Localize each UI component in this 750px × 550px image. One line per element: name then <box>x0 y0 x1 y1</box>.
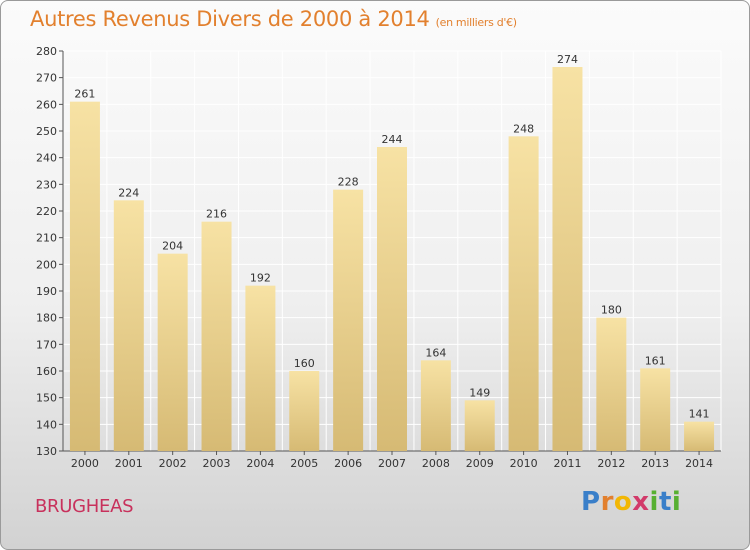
logo-letter: x <box>632 487 650 517</box>
data-label: 160 <box>294 357 315 370</box>
x-tick-label: 2005 <box>290 457 318 470</box>
x-tick-label: 2002 <box>159 457 187 470</box>
bar <box>640 368 671 451</box>
bar <box>113 200 144 451</box>
x-tick-label: 2014 <box>685 457 713 470</box>
x-tick-label: 2008 <box>422 457 450 470</box>
data-label: 228 <box>338 176 359 189</box>
x-tick-label: 2009 <box>466 457 494 470</box>
data-label: 248 <box>513 122 534 135</box>
bar <box>245 285 276 451</box>
x-tick-label: 2012 <box>597 457 625 470</box>
chart-title-text: Autres Revenus Divers de 2000 à 2014 <box>30 7 430 31</box>
data-label: 216 <box>206 208 227 221</box>
logo-letter: i <box>649 487 659 517</box>
place-name: BRUGHEAS <box>35 496 134 517</box>
y-tick-label: 230 <box>36 178 57 191</box>
bar <box>552 67 583 451</box>
y-tick-label: 200 <box>36 258 57 271</box>
y-tick-label: 170 <box>36 338 57 351</box>
y-tick-label: 130 <box>36 445 57 458</box>
bar <box>684 421 715 451</box>
y-tick-label: 240 <box>36 152 57 165</box>
y-tick-label: 260 <box>36 98 57 111</box>
bar <box>69 101 100 452</box>
data-label: 261 <box>74 88 95 101</box>
x-tick-label: 2007 <box>378 457 406 470</box>
logo-letter: r <box>600 487 614 517</box>
tick-labels: 130 140 150 160 170 180 190 200 210 220 230 240 250 2… <box>36 45 713 470</box>
y-tick-label: 280 <box>36 45 57 58</box>
x-tick-label: 2011 <box>553 457 581 470</box>
data-label: 224 <box>118 186 139 199</box>
y-tick-label: 250 <box>36 125 57 138</box>
chart-title-unit: (en milliers d'€) <box>435 16 517 29</box>
data-label: 161 <box>645 354 666 367</box>
data-label: 141 <box>689 408 710 421</box>
x-tick-label: 2010 <box>510 457 538 470</box>
y-tick-label: 220 <box>36 205 57 218</box>
bar <box>157 253 188 451</box>
data-label: 244 <box>382 133 403 146</box>
data-label: 274 <box>557 53 578 66</box>
x-tick-label: 2004 <box>246 457 274 470</box>
x-tick-label: 2003 <box>203 457 231 470</box>
data-label: 149 <box>469 386 490 399</box>
x-tick-label: 2013 <box>641 457 669 470</box>
data-label: 180 <box>601 304 622 317</box>
x-tick-label: 2000 <box>71 457 99 470</box>
y-tick-label: 190 <box>36 285 57 298</box>
y-tick-label: 180 <box>36 312 57 325</box>
logo-letter: i <box>671 487 682 517</box>
x-tick-label: 2006 <box>334 457 362 470</box>
proxiti-logo[interactable]: Proxiti <box>581 487 681 517</box>
bar <box>201 221 232 451</box>
y-tick-label: 150 <box>36 392 57 405</box>
logo-letter: P <box>581 487 601 517</box>
y-tick-label: 270 <box>36 72 57 85</box>
bar <box>289 371 320 451</box>
bar <box>333 189 364 451</box>
y-tick-label: 210 <box>36 232 57 245</box>
y-tick-label: 160 <box>36 365 57 378</box>
bars <box>69 67 715 452</box>
bar <box>420 360 451 451</box>
data-label: 164 <box>425 346 446 359</box>
data-label: 204 <box>162 240 183 253</box>
x-tick-label: 2001 <box>115 457 143 470</box>
bar <box>377 147 407 451</box>
data-label: 192 <box>250 272 271 285</box>
bar <box>508 136 539 452</box>
logo-letter: o <box>613 487 633 517</box>
data-labels: 261 224 204 216 192 160 228 244 164 149 248 274 180 1… <box>74 53 709 421</box>
bar <box>464 400 495 451</box>
chart-title: Autres Revenus Divers de 2000 à 2014 (en … <box>30 7 517 31</box>
y-tick-label: 140 <box>36 418 57 431</box>
logo-letter: t <box>658 487 672 517</box>
bar <box>596 317 627 451</box>
